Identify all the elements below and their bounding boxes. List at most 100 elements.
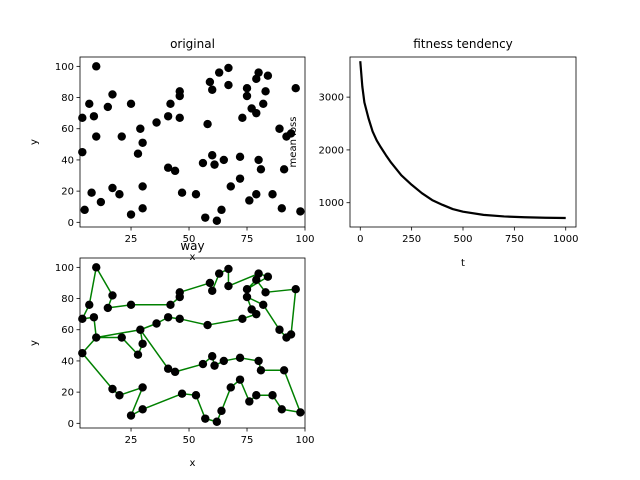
panel-fitness-xtick-label: 750 (505, 234, 524, 245)
route-point (277, 405, 287, 414)
route-point (138, 383, 147, 392)
panel-fitness-ylabel: mean loss (288, 117, 299, 168)
city-point (224, 63, 233, 73)
route-point (89, 313, 99, 322)
route-point (208, 286, 217, 295)
route-point (252, 391, 261, 400)
panel-original-ytick-label: 20 (61, 187, 74, 198)
route-point (208, 352, 217, 361)
panel-original-title: original (170, 37, 215, 51)
route-point (226, 383, 235, 392)
panel-way-marks (78, 263, 305, 426)
route-point (191, 391, 201, 400)
city-point (208, 85, 217, 94)
panel-fitness-yticks: 1000 2000 3000 (319, 93, 350, 209)
route-point (108, 291, 117, 300)
city-point (175, 113, 184, 123)
route-point (170, 367, 180, 377)
route-point (117, 333, 126, 342)
city-point (210, 160, 219, 169)
panel-fitness-ytick-label: 1000 (319, 198, 344, 209)
panel-fitness-xlabel: t (461, 258, 465, 269)
panel-original-marks (78, 62, 305, 225)
panel-way-yticks: 0 20 40 60 80 100 (55, 263, 80, 430)
route-point (78, 314, 87, 324)
route-point (133, 350, 143, 359)
route-point (279, 366, 289, 375)
city-point (136, 124, 145, 133)
panel-way: 25 50 75 100 0 20 40 60 80 100 way x y (29, 239, 315, 469)
city-point (170, 166, 180, 176)
city-point (78, 113, 87, 123)
city-point (108, 90, 117, 99)
route-point (175, 288, 184, 297)
city-point (219, 155, 229, 165)
city-point (224, 80, 233, 90)
route-point (92, 263, 101, 272)
route-point (205, 278, 215, 288)
city-point (92, 132, 101, 141)
panel-original-yticks: 0 20 40 60 80 100 (55, 62, 80, 229)
city-point (96, 197, 106, 207)
panel-fitness-ytick-label: 3000 (319, 93, 344, 104)
route-point (242, 284, 252, 294)
route-point (103, 303, 113, 313)
route-point (296, 408, 305, 417)
panel-original-ytick-label: 60 (61, 124, 74, 135)
route-point (261, 288, 270, 297)
city-point (226, 182, 235, 191)
panel-way-ytick-label: 60 (61, 325, 74, 336)
route-point (108, 384, 117, 394)
city-point (133, 149, 143, 158)
panel-way-ytick-label: 20 (61, 388, 74, 399)
route-point (238, 314, 247, 324)
route-point (201, 414, 210, 423)
city-point (268, 190, 277, 199)
panel-original-xtick-label: 50 (183, 234, 196, 245)
route-point (235, 353, 245, 363)
route-point (214, 269, 224, 278)
city-point (175, 87, 184, 96)
city-point (242, 91, 252, 101)
panel-original-xlabel: x (190, 252, 196, 263)
city-point (259, 99, 268, 108)
city-point (261, 87, 270, 96)
route-point (138, 405, 147, 414)
city-point (205, 77, 215, 87)
panel-way-frame (79, 257, 306, 429)
route-point (212, 417, 222, 426)
route-point (92, 333, 101, 342)
city-point (214, 68, 224, 77)
route-point (198, 359, 208, 369)
route-point (254, 356, 263, 366)
city-point (108, 183, 117, 193)
panel-way-xtick-label: 100 (295, 435, 314, 446)
city-point (217, 205, 226, 215)
panel-way-ylabel: y (29, 340, 40, 346)
route-point (291, 284, 300, 294)
city-point (291, 83, 300, 93)
city-point (166, 99, 175, 108)
city-point (138, 204, 147, 213)
panel-original-ytick-label: 40 (61, 155, 74, 166)
route-point (282, 333, 291, 342)
city-point (277, 204, 287, 213)
panel-fitness-xtick-label: 250 (402, 234, 421, 245)
city-point (78, 147, 87, 157)
city-point (152, 118, 161, 127)
route-point (78, 348, 87, 358)
panel-fitness-ytick-label: 2000 (319, 145, 344, 156)
city-point (138, 138, 147, 147)
city-point (103, 102, 113, 112)
route-point (219, 356, 229, 366)
panel-original-frame (79, 56, 306, 228)
panel-original-ytick-label: 0 (68, 218, 74, 229)
city-point (177, 188, 187, 197)
route-point (217, 406, 226, 416)
panel-way-ytick-label: 80 (61, 294, 74, 305)
panel-way-ytick-label: 100 (55, 263, 74, 274)
city-point (85, 99, 94, 108)
panel-original-xtick-label: 25 (125, 234, 138, 245)
panel-original-xtick-label: 100 (295, 234, 314, 245)
